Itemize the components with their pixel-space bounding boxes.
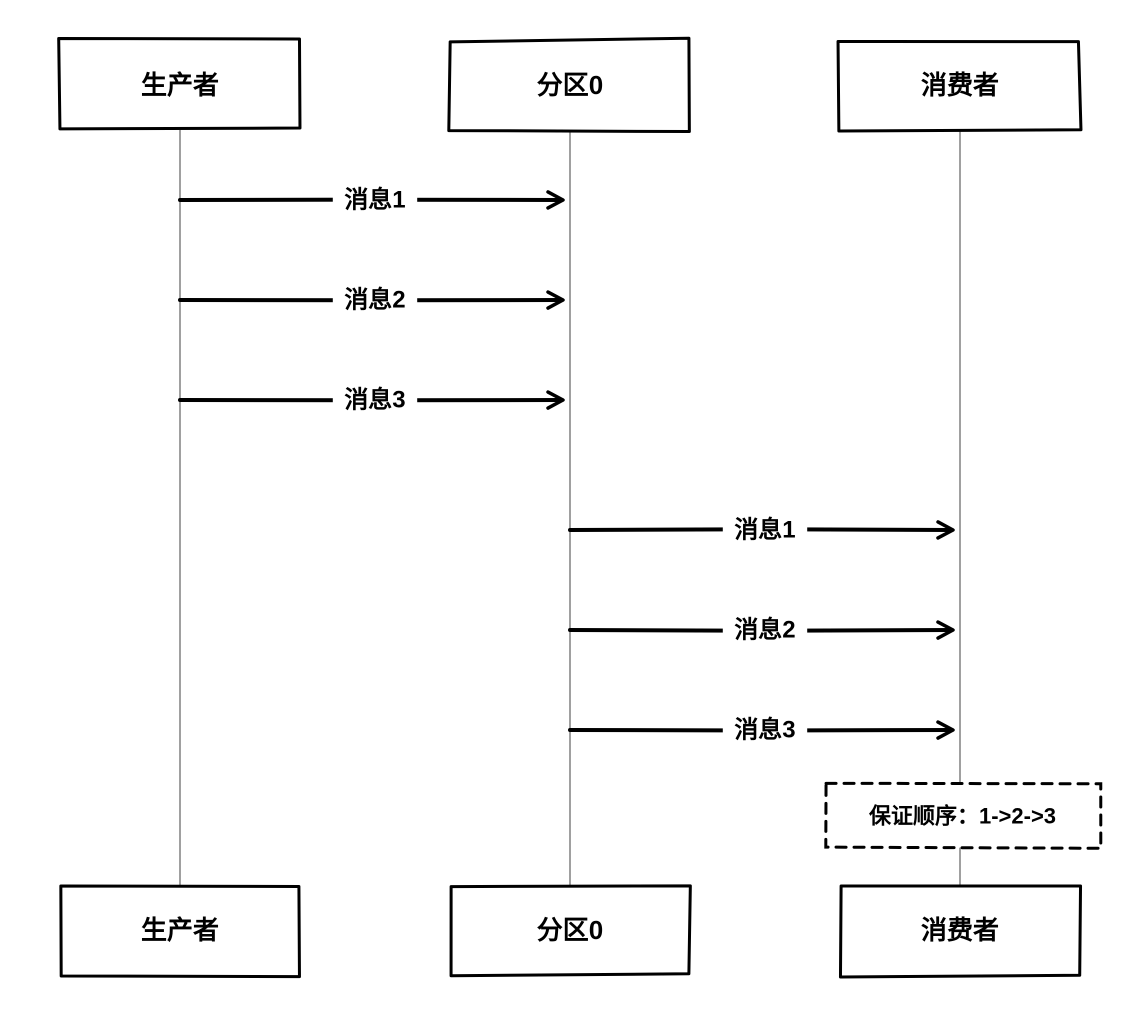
actor-label-partition: 分区0 <box>537 915 603 945</box>
message-label-2: 消息3 <box>344 386 405 414</box>
message-label-0: 消息1 <box>344 186 405 214</box>
note-text-0: 保证顺序：1->2->3 <box>868 804 1056 829</box>
sequence-diagram: 生产者分区0消费者生产者分区0消费者消息1消息2消息3消息1消息2消息3保证顺序… <box>0 0 1140 1014</box>
message-label-5: 消息3 <box>734 716 795 744</box>
actor-label-consumer: 消费者 <box>921 915 999 945</box>
message-label-1: 消息2 <box>344 286 405 314</box>
actor-label-consumer: 消费者 <box>921 70 999 100</box>
message-label-3: 消息1 <box>734 516 795 544</box>
actor-label-partition: 分区0 <box>537 70 603 100</box>
actor-label-producer: 生产者 <box>141 915 219 945</box>
actor-label-producer: 生产者 <box>141 70 219 100</box>
message-label-4: 消息2 <box>734 616 795 644</box>
